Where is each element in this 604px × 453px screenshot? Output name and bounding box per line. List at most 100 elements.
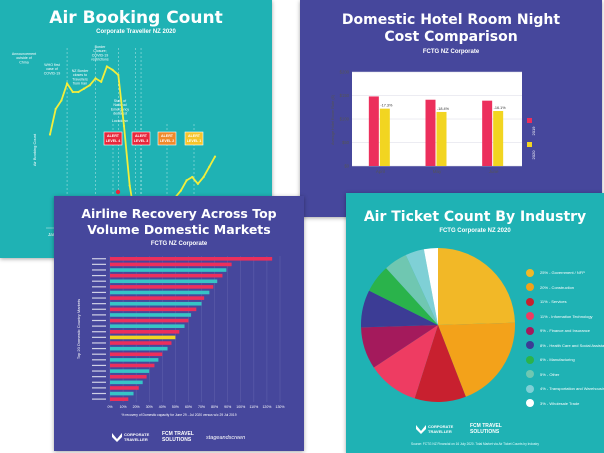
- ticket-title: Air Ticket Count By Industry: [363, 209, 587, 225]
- airline-bar: [110, 273, 223, 278]
- airline-bar: [110, 262, 232, 267]
- legend-label: 3% - Wholesale Trade: [540, 400, 580, 406]
- airline-x-tick-label: 20%: [133, 405, 140, 409]
- airline-bar: [110, 386, 139, 390]
- legend-swatch: [526, 355, 534, 364]
- airline-x-tick-label: 50%: [172, 405, 179, 409]
- airline-country-label: [92, 364, 106, 367]
- fcm-logo: FCM TRAVEL SOLUTIONS: [162, 431, 194, 443]
- alert-label: LEVEL 1: [187, 139, 202, 143]
- airline-ylabel: Top 20 Domestic Country Markets: [76, 299, 81, 359]
- air-booking-point: [128, 184, 131, 187]
- ticket-legend-item: 5% - Other: [526, 369, 559, 380]
- air-booking-point: [83, 87, 86, 90]
- airline-footnote: % recovery of Domestic capacity for June…: [121, 413, 236, 417]
- annotation-label: Lockdown: [112, 119, 128, 123]
- airline-x-tick-label: 130%: [276, 405, 285, 409]
- air-booking-point: [77, 90, 80, 94]
- airline-country-label: [92, 370, 106, 372]
- airline-bar: [110, 335, 176, 340]
- air-booking-point: [196, 182, 200, 185]
- hotel-legend-label: 2020: [531, 150, 536, 160]
- ticket-legend-item: 8% - Health Care and Social Assistance: [526, 340, 604, 351]
- pie-slice: [361, 290, 438, 328]
- airline-country-label: [92, 291, 106, 294]
- alert-label: ALERT: [161, 134, 174, 138]
- airline-country-label: [92, 336, 106, 338]
- hotel-bar-label: -17.3%: [380, 104, 393, 108]
- pie-slice: [373, 325, 438, 399]
- ticket-subtitle: FCTG Corporate NZ 2020: [439, 228, 511, 234]
- annotation-label: Announcement outside of China: [12, 52, 36, 64]
- ticket-legend-item: 11% - Information Technology: [526, 311, 593, 322]
- legend-label: 25% - Government / NFP: [540, 270, 585, 275]
- airline-x-tick-label: 110%: [249, 405, 258, 409]
- alert-box: [131, 131, 151, 146]
- alert-box: [103, 131, 123, 146]
- air-booking-point: [191, 175, 194, 179]
- hotel-y-tick-label: $50: [342, 140, 350, 145]
- air-booking-point: [202, 175, 205, 179]
- ticket-legend-item: 25% - Government / NFP: [526, 267, 585, 278]
- air-booking-point: [88, 84, 91, 87]
- airline-bar: [110, 279, 218, 284]
- hotel-subtitle: FCTG NZ Corporate: [422, 49, 480, 55]
- alert-label: ALERT: [188, 134, 201, 138]
- ticket-legend-item: 11% - Services: [526, 296, 567, 307]
- air-booking-point: [111, 68, 114, 71]
- airline-country-label: [92, 353, 106, 355]
- ticket-pie-chart: [361, 248, 515, 403]
- corporate-traveller-text: CORPORATE TRAVELLER: [124, 432, 150, 442]
- air-booking-title: Air Booking Count: [49, 8, 223, 28]
- airline-bar: [110, 397, 129, 401]
- pie-slice: [386, 255, 438, 325]
- alert-label: ALERT: [135, 134, 148, 138]
- airline-bar: [110, 346, 168, 351]
- airline-country-label: [92, 274, 106, 277]
- air-booking-point: [65, 82, 69, 85]
- air-booking-point: [185, 179, 188, 182]
- airline-country-label: [92, 398, 106, 400]
- hotel-bar: [493, 111, 504, 166]
- ticket-footnote: Source: FCTG NZ Financial on 16 July 202…: [410, 442, 540, 446]
- annotation-label: State of National Emergency declared: [111, 99, 129, 116]
- airline-country-label: [92, 303, 106, 305]
- legend-label: 11% - Services: [540, 299, 567, 304]
- airline-bar: [110, 313, 192, 317]
- airline-bar: [110, 324, 185, 328]
- hotel-category-label: June: [489, 169, 499, 174]
- airline-bar: [110, 374, 147, 379]
- airline-bar: [110, 358, 159, 362]
- alert-label: LEVEL 2: [160, 139, 175, 143]
- legend-label: 9% - Finance and Insurance: [540, 328, 591, 333]
- air-booking-point: [179, 189, 182, 192]
- ticket-legend-item: 4% - Transportation and Warehousing: [526, 383, 604, 394]
- corporate-traveller-mark-icon: [112, 433, 122, 442]
- airline-title-line2: Volume Domestic Markets: [87, 222, 271, 237]
- airline-bar: [110, 257, 273, 261]
- hotel-legend-swatch: [527, 118, 532, 123]
- pie-slice: [438, 322, 515, 397]
- hotel-title-line2: Cost Comparison: [384, 29, 518, 45]
- hotel-y-tick-label: $100: [340, 117, 350, 122]
- pie-slice: [423, 248, 438, 325]
- pie-slice: [369, 268, 438, 325]
- airline-bar: [110, 290, 210, 295]
- alert-label: LEVEL 4: [106, 139, 121, 143]
- legend-label: 5% - Other: [540, 371, 560, 377]
- corporate-traveller-logo: CORPORATE TRAVELLER: [416, 424, 458, 434]
- airline-bar: [110, 296, 205, 300]
- alert-label: ALERT: [107, 134, 120, 138]
- airline-country-label: [92, 297, 106, 299]
- airline-bar: [110, 363, 155, 368]
- hotel-bar: [368, 96, 379, 166]
- airline-x-tick-label: 100%: [236, 405, 245, 409]
- airline-country-label: [92, 319, 106, 322]
- air-booking-chart: Announcement outside of China WHO first case…: [12, 45, 268, 237]
- hotel-category-label: April: [376, 169, 385, 174]
- airline-country-label: [92, 387, 106, 389]
- annotation-label: Border Closure; COVID-19 restrictions: [91, 45, 109, 62]
- legend-label: 20% - Construction: [540, 284, 575, 290]
- airline-country-label: [92, 381, 106, 383]
- airline-x-tick-label: 40%: [159, 405, 166, 409]
